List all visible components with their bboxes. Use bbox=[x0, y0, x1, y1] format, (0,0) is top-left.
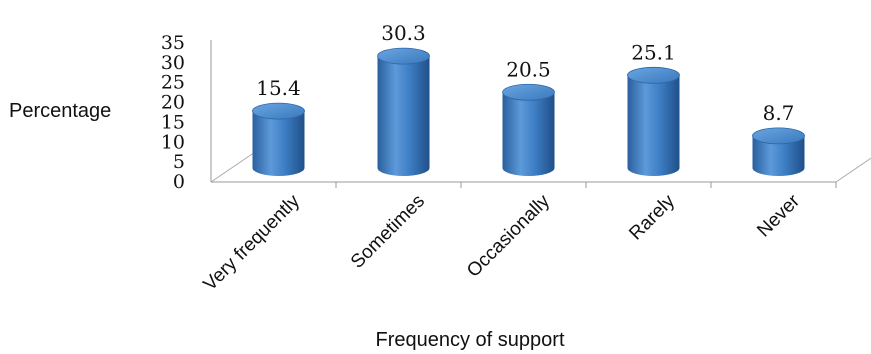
bar bbox=[502, 83, 555, 176]
data-label: 15.4 bbox=[256, 76, 301, 100]
bar-top bbox=[377, 47, 430, 65]
bar bbox=[377, 47, 430, 177]
bar-top bbox=[752, 127, 805, 145]
bars bbox=[252, 47, 805, 177]
category-label: Never bbox=[753, 190, 804, 241]
category-label: Rarely bbox=[625, 190, 679, 244]
y-tick-label: 35 bbox=[161, 32, 185, 54]
bar-body bbox=[752, 135, 805, 176]
floor-outline bbox=[210, 149, 259, 183]
bar-body bbox=[627, 75, 680, 176]
bar-body bbox=[377, 56, 430, 177]
category-labels: Very frequently Sometimes Occasionally Rare… bbox=[200, 190, 805, 295]
axes-frame bbox=[210, 40, 871, 183]
y-tick-label: 25 bbox=[161, 72, 185, 94]
bar bbox=[752, 127, 805, 176]
floor-back-edge bbox=[835, 157, 871, 183]
y-tick-label: 5 bbox=[173, 151, 185, 173]
y-tick-label: 0 bbox=[173, 171, 185, 193]
bar-top bbox=[502, 83, 555, 101]
y-tick-label: 15 bbox=[161, 111, 185, 133]
bar-body bbox=[252, 111, 305, 176]
category-label: Sometimes bbox=[347, 191, 429, 273]
category-label: Occasionally bbox=[463, 190, 554, 281]
data-label: 25.1 bbox=[631, 40, 676, 64]
x-axis-title: Frequency of support bbox=[376, 329, 565, 351]
data-labels: 15.4 30.3 20.5 25.1 8.7 bbox=[256, 21, 794, 125]
y-tick-label: 10 bbox=[161, 131, 185, 153]
bar-top bbox=[252, 102, 305, 120]
data-label: 20.5 bbox=[506, 57, 551, 81]
bar-body bbox=[502, 92, 555, 176]
category-label: Very frequently bbox=[200, 190, 305, 295]
y-axis-title: Percentage bbox=[9, 100, 111, 122]
bar bbox=[627, 66, 680, 176]
y-tick-label: 30 bbox=[161, 52, 185, 74]
bar-top bbox=[627, 66, 680, 84]
data-label: 8.7 bbox=[763, 101, 795, 125]
y-tick-label: 20 bbox=[161, 92, 185, 114]
bar bbox=[252, 102, 305, 176]
data-label: 30.3 bbox=[381, 21, 426, 45]
x-tick-marks bbox=[335, 182, 837, 188]
